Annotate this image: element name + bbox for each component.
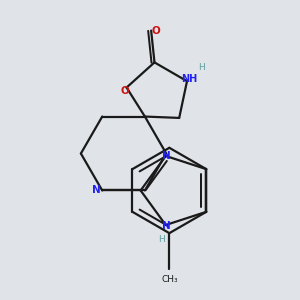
Text: H: H [199,63,205,72]
Text: N: N [92,185,101,196]
Text: N: N [162,151,170,160]
Text: H: H [158,235,164,244]
Text: O: O [152,26,161,36]
Text: O: O [120,86,129,96]
Text: N: N [162,221,171,231]
Text: CH₃: CH₃ [161,275,178,284]
Text: NH: NH [181,74,197,84]
